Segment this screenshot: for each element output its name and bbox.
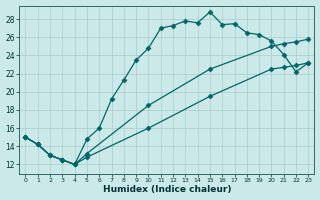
X-axis label: Humidex (Indice chaleur): Humidex (Indice chaleur) [103, 185, 231, 194]
